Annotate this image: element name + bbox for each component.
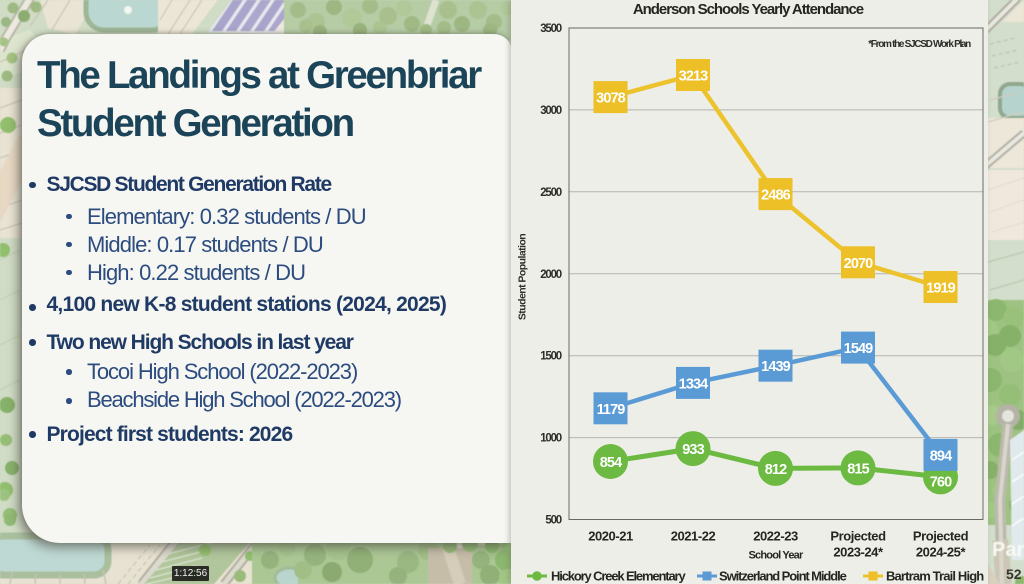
svg-text:894: 894 (930, 448, 952, 464)
svg-text:2023-24*: 2023-24* (833, 545, 884, 560)
svg-text:Projected: Projected (913, 529, 969, 544)
svg-text:1439: 1439 (761, 359, 790, 375)
svg-text:1549: 1549 (844, 341, 873, 357)
svg-text:933: 933 (682, 442, 704, 458)
svg-text:2070: 2070 (844, 256, 873, 272)
svg-text:*From the SJCSD Work Plan: *From the SJCSD Work Plan (868, 39, 971, 50)
svg-text:2000: 2000 (540, 269, 562, 281)
svg-text:Projected: Projected (830, 529, 886, 544)
svg-text:812: 812 (765, 462, 787, 478)
svg-text:2020-21: 2020-21 (588, 529, 633, 544)
svg-text:1334: 1334 (679, 376, 708, 392)
svg-text:Anderson Schools Yearly Attend: Anderson Schools Yearly Attendance (633, 1, 864, 18)
svg-text:1179: 1179 (597, 402, 626, 418)
svg-text:1919: 1919 (926, 281, 955, 297)
svg-text:2022-23: 2022-23 (753, 529, 798, 544)
svg-text:815: 815 (847, 461, 869, 477)
svg-text:Par: Par (992, 539, 1024, 561)
svg-text:760: 760 (930, 474, 952, 490)
svg-text:854: 854 (600, 455, 622, 471)
svg-text:Hickory Creek Elementary: Hickory Creek Elementary (551, 569, 686, 584)
svg-text:2024-25*: 2024-25* (916, 545, 967, 560)
svg-text:1500: 1500 (540, 351, 562, 363)
svg-text:500: 500 (545, 515, 561, 527)
svg-text:3213: 3213 (679, 69, 708, 85)
svg-text:2500: 2500 (540, 187, 562, 199)
svg-text:School Year: School Year (749, 550, 804, 562)
svg-text:3500: 3500 (540, 23, 562, 35)
svg-text:2486: 2486 (761, 188, 790, 204)
svg-text:1000: 1000 (540, 433, 562, 445)
svg-text:Switzerland Point Middle: Switzerland Point Middle (719, 569, 847, 584)
svg-text:2021-22: 2021-22 (671, 529, 716, 544)
svg-text:Bartram Trail High: Bartram Trail High (886, 569, 984, 584)
svg-text:3078: 3078 (596, 91, 625, 107)
svg-text:3000: 3000 (540, 105, 562, 117)
svg-text:Student Population: Student Population (517, 234, 529, 320)
